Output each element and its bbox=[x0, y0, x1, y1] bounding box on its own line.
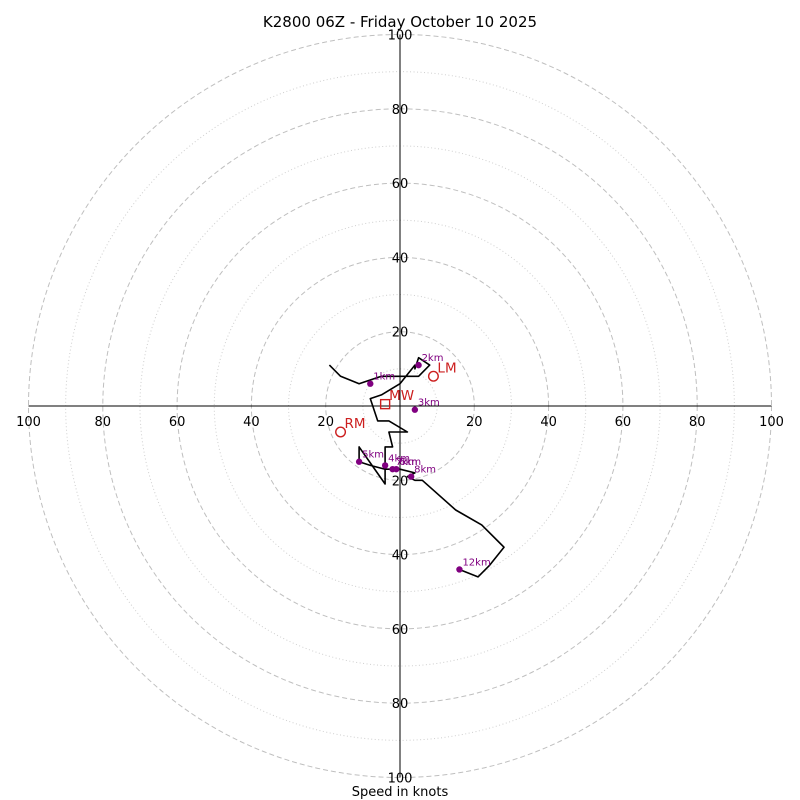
height-marker-5km bbox=[355, 458, 363, 465]
tick-label-left-100: 100 bbox=[16, 415, 41, 430]
storm-motion-label-rm: RM bbox=[345, 416, 366, 432]
height-label-12km: 12km bbox=[462, 557, 490, 568]
height-label-2km: 2km bbox=[422, 353, 444, 364]
height-label-4km: 4km bbox=[388, 453, 410, 464]
tick-label-down-60: 60 bbox=[392, 623, 409, 638]
axes bbox=[28, 34, 772, 778]
height-marker-3km bbox=[411, 406, 419, 413]
x-axis-title: Speed in knots bbox=[352, 785, 449, 800]
height-label-1km: 1km bbox=[373, 372, 395, 383]
tick-label-left-60: 60 bbox=[169, 415, 186, 430]
tick-label-left-40: 40 bbox=[243, 415, 260, 430]
tick-label-right-60: 60 bbox=[615, 415, 632, 430]
tick-label-up-40: 40 bbox=[392, 251, 409, 266]
storm-motion-mw bbox=[379, 398, 391, 410]
height-label-3km: 3km bbox=[418, 398, 440, 409]
height-label-6km: 6km bbox=[399, 457, 421, 468]
tick-label-right-40: 40 bbox=[540, 415, 557, 430]
height-label-7km: 7km bbox=[396, 457, 418, 468]
hodograph-line bbox=[328, 356, 505, 578]
tick-label-down-100: 100 bbox=[388, 772, 413, 787]
tick-label-down-20: 20 bbox=[392, 474, 409, 489]
tick-label-up-60: 60 bbox=[392, 177, 409, 192]
height-marker-7km bbox=[389, 465, 396, 473]
height-label-5km: 5km bbox=[362, 450, 384, 461]
tick-label-right-20: 20 bbox=[466, 415, 483, 430]
tick-label-down-40: 40 bbox=[392, 549, 409, 564]
hodograph-trace bbox=[328, 356, 505, 578]
tick-label-up-80: 80 bbox=[392, 103, 409, 118]
height-marker-2km bbox=[415, 361, 422, 369]
height-label-8km: 8km bbox=[414, 465, 436, 476]
height-marker-8km bbox=[407, 473, 415, 480]
tick-labels: 100 100 100 100 80 80 80 80 60 60 60 60 40 40 40 40 20 20… bbox=[16, 29, 784, 787]
tick-label-down-80: 80 bbox=[392, 697, 409, 712]
storm-motion-rm bbox=[335, 426, 347, 438]
tick-label-up-100: 100 bbox=[388, 29, 413, 44]
tick-label-left-80: 80 bbox=[95, 415, 112, 430]
height-marker-4km bbox=[381, 462, 389, 469]
height-marker-12km bbox=[456, 566, 463, 573]
tick-label-right-80: 80 bbox=[689, 415, 706, 430]
storm-motion-lm bbox=[427, 370, 439, 382]
storm-motion-markers: LM RM MW bbox=[335, 360, 457, 438]
tick-label-left-20: 20 bbox=[317, 415, 334, 430]
chart-title: K2800 06Z - Friday October 10 2025 bbox=[263, 13, 537, 31]
storm-motion-label-mw: MW bbox=[389, 388, 414, 404]
storm-motion-label-lm: LM bbox=[437, 360, 456, 376]
tick-label-right-100: 100 bbox=[759, 415, 784, 430]
height-marker-1km bbox=[367, 380, 374, 387]
tick-label-up-20: 20 bbox=[392, 326, 409, 341]
